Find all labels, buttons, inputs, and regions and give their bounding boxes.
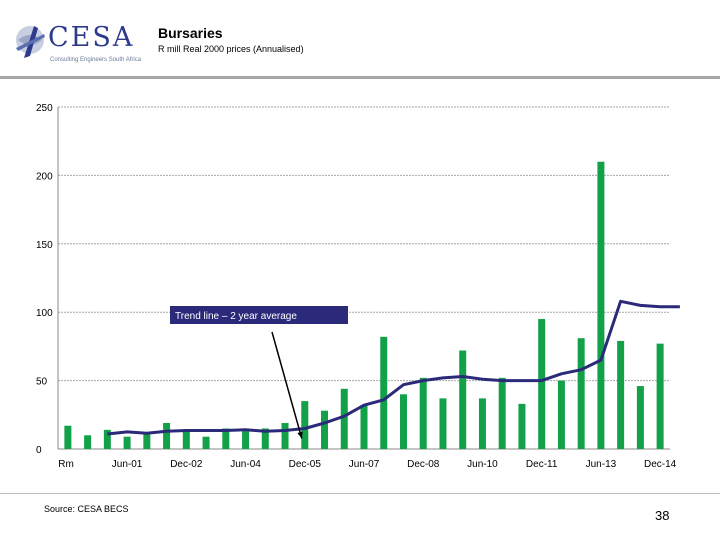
bar: [597, 161, 605, 449]
x-tick-label: Jun-10: [467, 459, 498, 470]
bar: [84, 435, 92, 449]
bar: [498, 377, 506, 449]
bar: [321, 410, 329, 449]
y-tick-label: 200: [36, 171, 53, 182]
bar: [636, 386, 644, 449]
y-tick-label: 150: [36, 240, 53, 251]
bar: [478, 398, 486, 449]
bar: [123, 436, 131, 449]
chart-title: Bursaries: [158, 25, 223, 41]
callout-arrow: [271, 331, 303, 439]
page-number: 38: [655, 508, 670, 523]
x-tick-label: Dec-11: [526, 459, 558, 470]
bar: [656, 343, 664, 449]
chart-subtitle: R mill Real 2000 prices (Annualised): [158, 44, 304, 54]
globe-icon: [16, 26, 45, 58]
y-tick-label: 50: [36, 377, 48, 388]
x-tick-label: Dec-14: [644, 459, 677, 470]
bar: [518, 403, 526, 449]
bar: [380, 336, 388, 449]
logo-wordmark: CESA: [48, 22, 135, 53]
trend-callout-box: [170, 306, 348, 324]
bar: [143, 433, 151, 449]
x-tick-label: Dec-08: [407, 459, 440, 470]
bar: [538, 319, 546, 449]
bar: [617, 340, 625, 449]
trend-line: [107, 299, 680, 436]
bar: [557, 380, 565, 449]
bar: [242, 431, 250, 449]
x-tick-label: Jun-13: [586, 459, 617, 470]
bar: [419, 377, 427, 449]
x-tick-label: Dec-05: [289, 459, 322, 470]
x-tick-label: Jun-01: [112, 459, 143, 470]
bar: [182, 431, 190, 449]
bar: [163, 423, 171, 449]
x-tick-label: Rm: [58, 459, 74, 470]
callout-arrowhead: [297, 431, 303, 439]
bar: [261, 428, 269, 449]
bar: [360, 405, 368, 449]
logo-tagline: Consulting Engineers South Africa: [50, 57, 142, 63]
bar: [222, 428, 230, 449]
bar: [281, 423, 289, 449]
header-divider: [0, 76, 720, 79]
y-tick-label: 0: [36, 445, 42, 456]
bar: [103, 429, 111, 449]
bar: [459, 350, 467, 449]
x-tick-label: Jun-07: [349, 459, 380, 470]
y-tick-label: 100: [36, 308, 53, 319]
footer-divider: [0, 493, 720, 494]
bar: [439, 398, 447, 449]
cesa-logo: CESA Consulting Engineers South Africa: [14, 14, 144, 70]
bar: [202, 436, 210, 449]
trend-callout-label: Trend line – 2 year average: [175, 311, 297, 322]
x-tick-label: Dec-02: [170, 459, 203, 470]
bar: [399, 394, 407, 449]
bar: [301, 401, 309, 449]
x-tick-label: Jun-04: [230, 459, 261, 470]
bar: [577, 338, 585, 449]
bar: [340, 388, 348, 449]
bar: [64, 425, 72, 449]
source-note: Source: CESA BECS: [44, 504, 129, 514]
y-tick-label: 250: [36, 103, 53, 114]
